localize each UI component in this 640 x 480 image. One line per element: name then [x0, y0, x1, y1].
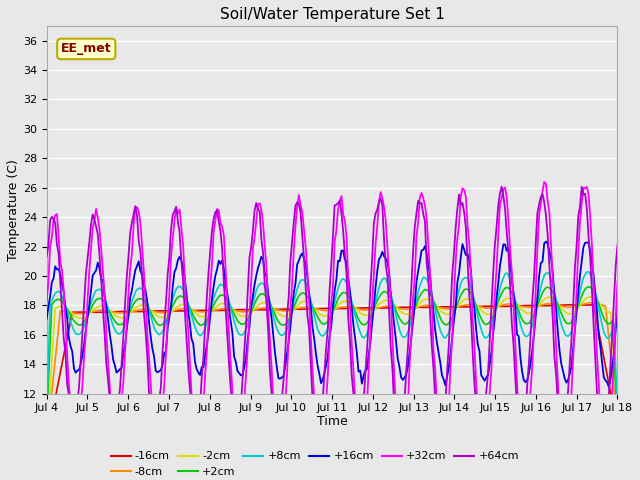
Y-axis label: Temperature (C): Temperature (C)	[7, 159, 20, 261]
Title: Soil/Water Temperature Set 1: Soil/Water Temperature Set 1	[220, 7, 445, 22]
X-axis label: Time: Time	[317, 415, 348, 428]
Legend: -16cm, -8cm, -2cm, +2cm, +8cm, +16cm, +32cm, +64cm: -16cm, -8cm, -2cm, +2cm, +8cm, +16cm, +3…	[106, 447, 524, 480]
Text: EE_met: EE_met	[61, 42, 111, 55]
